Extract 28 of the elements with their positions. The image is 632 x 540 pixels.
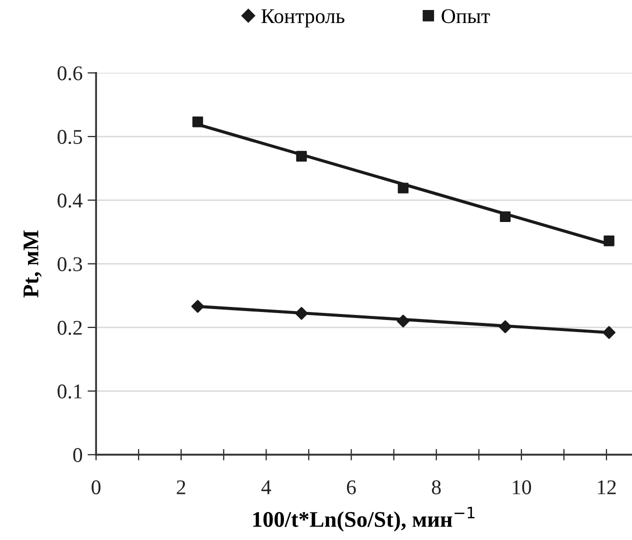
x-tick-label: 10 bbox=[512, 480, 532, 494]
point bbox=[398, 182, 409, 194]
y-tick-label: 0.4 bbox=[58, 194, 83, 208]
point bbox=[602, 326, 616, 339]
point bbox=[192, 116, 204, 128]
y-tick-label: 0.5 bbox=[58, 130, 82, 144]
point bbox=[295, 306, 308, 320]
legend-label: Контроль bbox=[261, 9, 344, 28]
x-tick-label: 8 bbox=[432, 480, 441, 494]
point bbox=[396, 314, 410, 328]
y-tick-label: 0.6 bbox=[58, 66, 82, 80]
point bbox=[500, 211, 511, 222]
y-axis-title: Pt, мМ bbox=[24, 230, 42, 298]
x-tick-label: 6 bbox=[346, 480, 356, 494]
x-tick-label: 4 bbox=[261, 480, 272, 494]
y-tick-label: 0 bbox=[73, 448, 82, 462]
y-tick-label: 0.1 bbox=[58, 384, 82, 399]
y-tick-label: 0.3 bbox=[58, 257, 82, 272]
y-tick-label: 0.2 bbox=[58, 320, 82, 335]
x-tick-label: 0 bbox=[92, 480, 100, 494]
x-tick-label: 2 bbox=[176, 480, 186, 494]
point bbox=[191, 300, 204, 313]
legend-label: Опыт bbox=[442, 9, 490, 24]
x-tick-label: 12 bbox=[598, 480, 616, 494]
x-axis-title: 100/t*Ln(So/St), мин$^{−1}$ bbox=[253, 506, 474, 532]
point bbox=[498, 320, 512, 334]
point bbox=[604, 236, 614, 246]
point bbox=[296, 150, 307, 162]
